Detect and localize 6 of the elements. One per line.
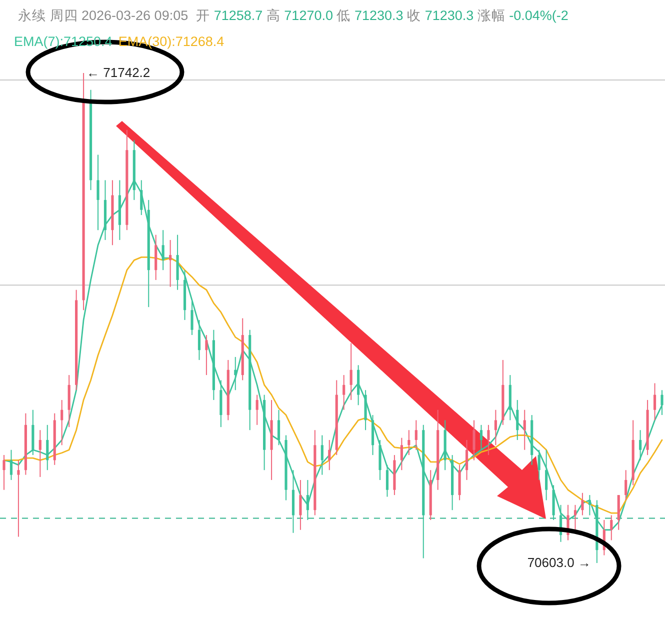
annotation: 70603.0 → xyxy=(527,555,591,570)
text: EMA(7):71250.4 xyxy=(14,34,113,49)
text: 开 71258.7 高 71270.0 低 71230.3 收 71230.3 涨幅 -0.04%(-2 xyxy=(196,8,568,23)
text: EMA(30):71268.4 xyxy=(118,34,225,49)
chart-title: 永续 周四 2026-03-26 09:05 xyxy=(18,8,188,23)
annotation: ← 71742.2 xyxy=(86,65,150,80)
